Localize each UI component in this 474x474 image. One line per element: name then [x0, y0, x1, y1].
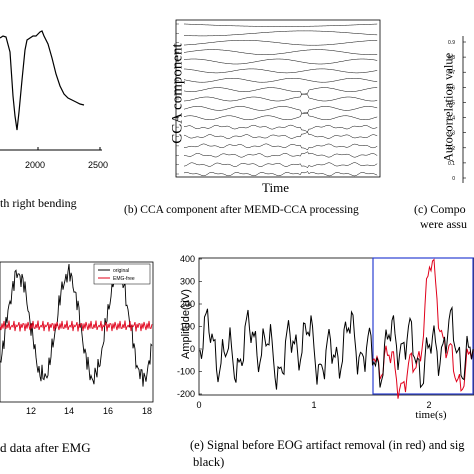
panel-c-ytick: 0.3: [448, 131, 455, 137]
panel-e-ytick: 200: [180, 299, 195, 309]
panel-d-xtick-14: 14: [64, 406, 74, 416]
panel-b-component-trace: [184, 30, 378, 37]
panel-e-caption-line1: (e) Signal before EOG artifact removal (…: [190, 438, 465, 452]
panel-c-ytick: 0.2: [448, 146, 455, 152]
panel-b-traces: [176, 23, 378, 177]
panel-c-ytick: 0.7: [448, 70, 455, 76]
panel-c-ytick: 0.1: [448, 161, 455, 167]
panel-e-xtick-2: 2: [426, 400, 431, 410]
panel-e-ytick: 300: [180, 277, 195, 287]
panel-b-component-trace: [183, 131, 378, 139]
panel-e-caption-line2: black): [193, 455, 225, 469]
panel-e-after-line: [199, 305, 474, 390]
panel-d-legend-original: original: [113, 268, 129, 274]
panel-d-legend-emg: EMG-free: [113, 276, 135, 282]
panel-b-xlabel: Time: [262, 180, 289, 195]
panel-b-component-trace: [183, 143, 378, 151]
panel-d-original-line: [0, 263, 153, 387]
panel-e-ytick: -200: [177, 389, 195, 399]
panel-d-frame: [0, 261, 154, 403]
panel-c-caption-line2: were assu: [420, 217, 467, 231]
panel-b-component-trace: [184, 23, 378, 27]
panel-c-ytick: 0.9: [448, 40, 455, 46]
panel-d-caption: d data after EMG: [0, 440, 91, 455]
panel-b-component-trace: [183, 93, 378, 102]
panel-e-xtick-1: 1: [311, 400, 316, 410]
panel-e-highlight-box: [372, 257, 474, 395]
panel-d-emg-free-line: [0, 320, 153, 332]
panel-d-xtick-12: 12: [26, 406, 36, 416]
panel-b-component-trace: [184, 151, 378, 158]
panel-e-xtick-0: 0: [196, 400, 201, 410]
panel-e-frame: [198, 257, 474, 396]
panel-d-legend-box: [93, 263, 151, 285]
panel-b-component-trace: [183, 171, 378, 177]
panel-a-xtick-2500: 2500: [88, 160, 109, 170]
panel-b-component-trace: [183, 106, 378, 114]
panel-a-signal: [0, 30, 85, 131]
panel-b-caption: (b) CCA component after MEMD-CCA process…: [124, 204, 359, 216]
panel-b-component-trace: [183, 87, 378, 95]
panel-b-component-trace: [183, 112, 378, 120]
panel-a-caption: th right bending: [0, 196, 77, 210]
panel-e-ylabel: Amplitude(µV): [180, 289, 192, 359]
panel-e-ytick: 100: [180, 322, 195, 332]
panel-b-frame: [175, 19, 381, 178]
panel-c-ytick: 0.4: [448, 116, 455, 122]
panel-b-component-trace: [183, 58, 378, 65]
panel-c-ytick: 0.8: [448, 55, 455, 61]
panel-d-xtick-16: 16: [103, 406, 113, 416]
panel-e-ytick: 0: [190, 344, 195, 354]
panel-b-component-trace: [183, 49, 378, 55]
panel-e-xlabel: time(s): [415, 409, 446, 421]
panel-b-component-trace: [184, 40, 378, 46]
panel-e-before-line: [372, 258, 474, 399]
panel-d-xtick-18: 18: [142, 406, 152, 416]
panel-b-component-trace: [183, 124, 378, 133]
panel-a-xtick-2000: 2000: [25, 160, 46, 170]
panel-c-caption-line1: (c) Compo: [414, 202, 466, 216]
panel-b-component-trace: [184, 68, 378, 74]
panel-c-ytick: 0.5: [448, 100, 455, 106]
panel-e-ytick: 400: [180, 254, 195, 264]
panel-e-ytick: -100: [177, 367, 195, 377]
panel-c-ytick: 0: [452, 176, 455, 182]
panel-c-ytick: 0.6: [448, 85, 455, 91]
panel-b-component-trace: [183, 162, 378, 169]
panel-b-component-trace: [183, 78, 378, 83]
